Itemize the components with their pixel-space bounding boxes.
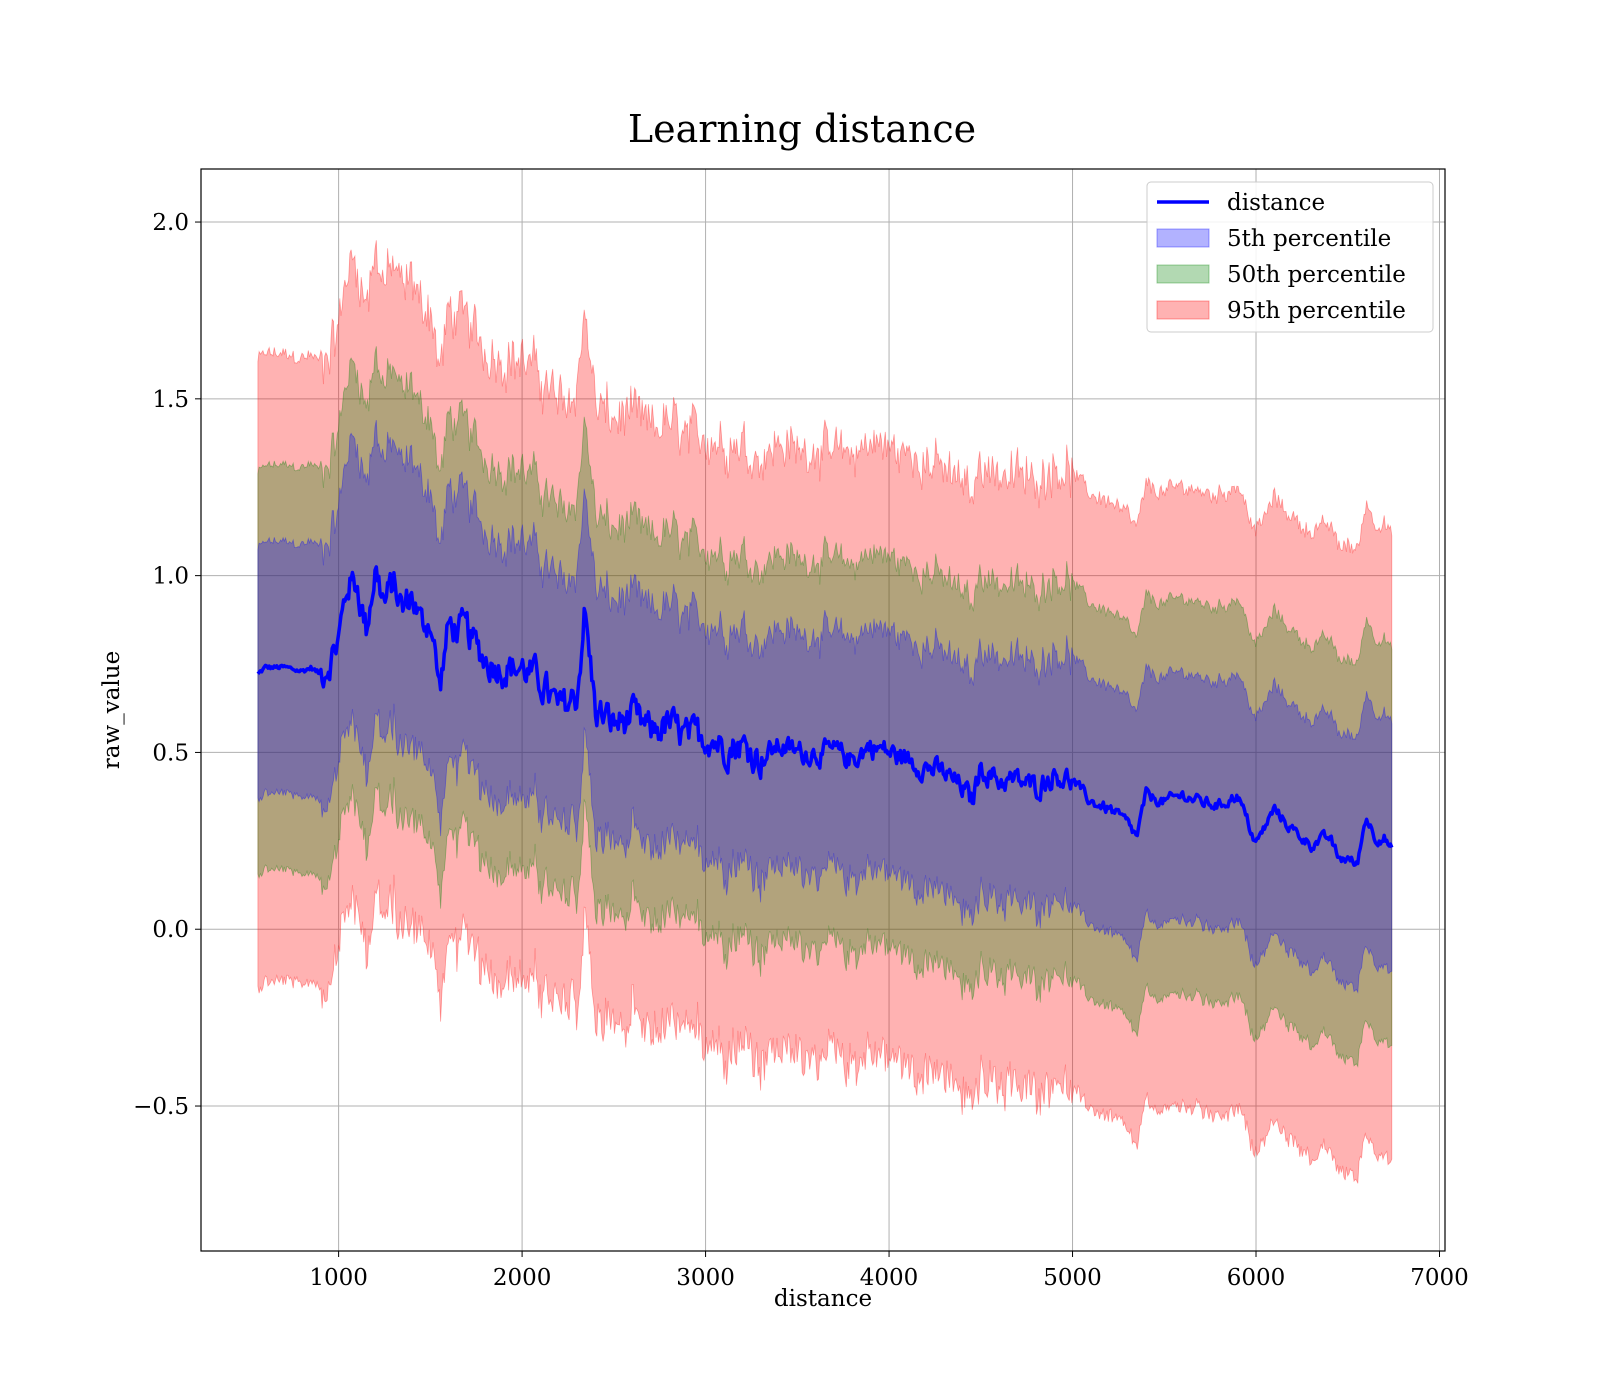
legend-swatch-95th-percentile [1156, 300, 1210, 320]
distance-line-layer [256, 565, 1394, 867]
x-tick-label-5: 6000 [1227, 1265, 1286, 1291]
legend-swatch-5th-percentile [1156, 228, 1210, 248]
x-tick-label-2: 3000 [676, 1265, 735, 1291]
x-tick-label-3: 4000 [860, 1265, 919, 1291]
y-tick-label-0: −0.5 [133, 1094, 189, 1120]
series-line-distance [256, 565, 1394, 867]
chart-title: Learning distance [628, 107, 976, 151]
legend: distance 5th percentile 50th percentile 95t… [1146, 181, 1434, 333]
x-tick-label-6: 7000 [1410, 1265, 1469, 1291]
legend-label-50th-percentile: 50th percentile [1227, 262, 1406, 288]
x-axis-label: distance [774, 1286, 872, 1312]
x-tick-label-1: 2000 [493, 1265, 552, 1291]
band-50th-percentile [257, 346, 1393, 1068]
legend-swatch-50th-percentile [1156, 264, 1210, 284]
y-tick-label-4: 1.5 [152, 387, 189, 413]
ticks: 1000 2000 3000 4000 5000 6000 7000 −0.5 0.0 0.5 1.… [133, 210, 1469, 1291]
y-tick-label-5: 2.0 [152, 210, 189, 236]
band-95th-percentile [257, 240, 1393, 1184]
y-axis-label: raw_value [99, 651, 125, 769]
legend-label-distance: distance [1227, 190, 1325, 216]
plot-area-frame [200, 168, 1446, 1252]
legend-box [1146, 181, 1434, 333]
y-tick-label-1: 0.0 [152, 917, 189, 943]
x-tick-label-4: 5000 [1043, 1265, 1102, 1291]
legend-label-95th-percentile: 95th percentile [1227, 298, 1406, 324]
x-tick-label-0: 1000 [309, 1265, 368, 1291]
legend-label-5th-percentile: 5th percentile [1227, 226, 1391, 252]
y-tick-label-3: 1.0 [152, 564, 189, 590]
percentile-bands [257, 240, 1393, 1184]
band-5th-percentile [257, 420, 1393, 994]
y-tick-label-2: 0.5 [152, 740, 189, 766]
